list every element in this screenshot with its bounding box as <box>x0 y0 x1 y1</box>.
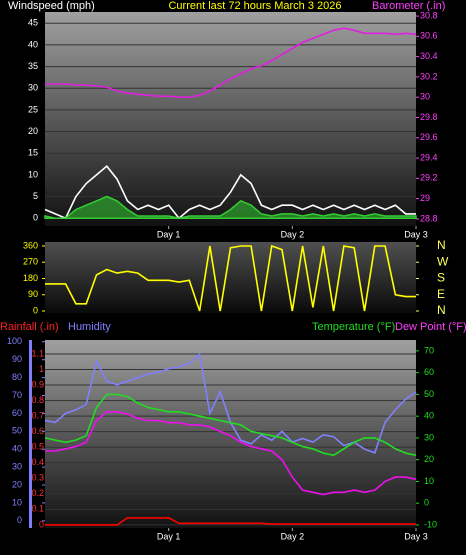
y-tick-label: 0.7 <box>31 411 44 421</box>
line <box>45 517 416 526</box>
y2-axis-label: Barometer (.in) <box>372 0 445 12</box>
y-tick-label: 0 <box>39 519 44 529</box>
y-tick-label: 270 <box>23 257 38 267</box>
series-label: Dew Point (°F) <box>395 321 466 333</box>
x-tick-label: Day 3 <box>404 229 428 239</box>
y-tick-label: 0.1 <box>31 504 44 514</box>
y2-tick-label: W <box>437 254 449 268</box>
y-tick-label: 30 <box>28 83 38 93</box>
series-label: Humidity <box>68 321 111 333</box>
y2-tick-label: 28.8 <box>420 213 438 223</box>
y-tick-label: 0.4 <box>31 457 44 467</box>
y-tick-label: 0.3 <box>31 473 44 483</box>
y-tick-label: 180 <box>23 273 38 283</box>
y2-tick-label: 10 <box>424 476 434 486</box>
y-tick-label: 40 <box>28 39 38 49</box>
line <box>45 411 417 496</box>
y3-tick-label: 90 <box>12 354 22 364</box>
y-axis-label: Windspeed (mph) <box>8 0 95 12</box>
plot-area <box>45 12 416 226</box>
x-tick-label: Day 3 <box>404 531 428 541</box>
y2-tick-label: 29.4 <box>420 152 438 162</box>
plot-area <box>45 340 416 528</box>
y-tick-label: 0.9 <box>31 379 44 389</box>
y2-tick-label: 30 <box>424 432 434 442</box>
line <box>45 27 417 98</box>
y-tick-label: 0 <box>33 213 38 223</box>
y3-tick-label: 30 <box>12 461 22 471</box>
y3-tick-label: 70 <box>12 390 22 400</box>
y3-tick-label: 10 <box>12 497 22 507</box>
x-tick-label: Day 2 <box>281 531 305 541</box>
humidity-axis-bar <box>29 340 32 528</box>
y-tick-label: 0.5 <box>31 442 44 452</box>
y-tick-label: 0.6 <box>31 426 44 436</box>
y2-tick-label: 30.4 <box>420 51 438 61</box>
y-tick-label: 1 <box>39 364 44 374</box>
y-tick-label: 0 <box>33 305 38 315</box>
y3-tick-label: 40 <box>12 444 22 454</box>
y2-tick-label: 29.2 <box>420 173 438 183</box>
series-label: Rainfall (.in) <box>0 321 59 333</box>
y2-tick-label: 29.6 <box>420 132 438 142</box>
y-tick-label: 15 <box>28 148 38 158</box>
y-tick-label: 10 <box>28 169 38 179</box>
y2-tick-label: 30 <box>420 92 430 102</box>
chart-title: Current last 72 hours March 3 2026 <box>168 0 341 12</box>
area <box>44 195 417 219</box>
y2-tick-label: N <box>437 303 446 317</box>
y-tick-label: 360 <box>23 240 38 250</box>
x-tick-label: Day 2 <box>281 229 305 239</box>
y-tick-label: 1.1 <box>31 348 44 358</box>
y3-tick-label: 80 <box>12 372 22 382</box>
y2-tick-label: 50 <box>424 389 434 399</box>
line <box>45 244 416 312</box>
y2-tick-label: 30.2 <box>420 71 438 81</box>
y3-tick-label: 60 <box>12 408 22 418</box>
y-tick-label: 45 <box>28 18 38 28</box>
plot-area <box>45 242 416 313</box>
y2-tick-label: 29.8 <box>420 112 438 122</box>
y2-tick-label: 60 <box>424 367 434 377</box>
x-tick-label: Day 1 <box>157 531 181 541</box>
y-tick-label: 0.8 <box>31 395 44 405</box>
line <box>44 393 417 457</box>
y2-tick-label: 29 <box>420 193 430 203</box>
y2-tick-label: 70 <box>424 345 434 355</box>
series-label: Temperature (°F) <box>312 321 395 333</box>
y2-tick-label: 20 <box>424 454 434 464</box>
x-tick-label: Day 1 <box>157 229 181 239</box>
y3-tick-label: 0 <box>17 515 22 525</box>
y3-tick-label: 100 <box>7 336 22 346</box>
line <box>44 165 416 220</box>
y3-tick-label: 50 <box>12 426 22 436</box>
y-tick-label: 90 <box>28 289 38 299</box>
y-tick-label: 35 <box>28 61 38 71</box>
y2-tick-label: -10 <box>424 519 437 529</box>
y2-tick-label: 0 <box>424 498 429 508</box>
y2-tick-label: 30.6 <box>420 31 438 41</box>
y3-tick-label: 20 <box>12 479 22 489</box>
y2-tick-label: N <box>437 238 446 252</box>
y2-tick-label: S <box>437 271 445 285</box>
y-tick-label: 5 <box>33 191 38 201</box>
y2-tick-label: 30.8 <box>420 10 438 20</box>
y2-tick-label: 40 <box>424 411 434 421</box>
y-tick-label: 20 <box>28 126 38 136</box>
y2-tick-label: E <box>437 287 445 301</box>
y-tick-label: 25 <box>28 104 38 114</box>
y-tick-label: 0.2 <box>31 488 44 498</box>
